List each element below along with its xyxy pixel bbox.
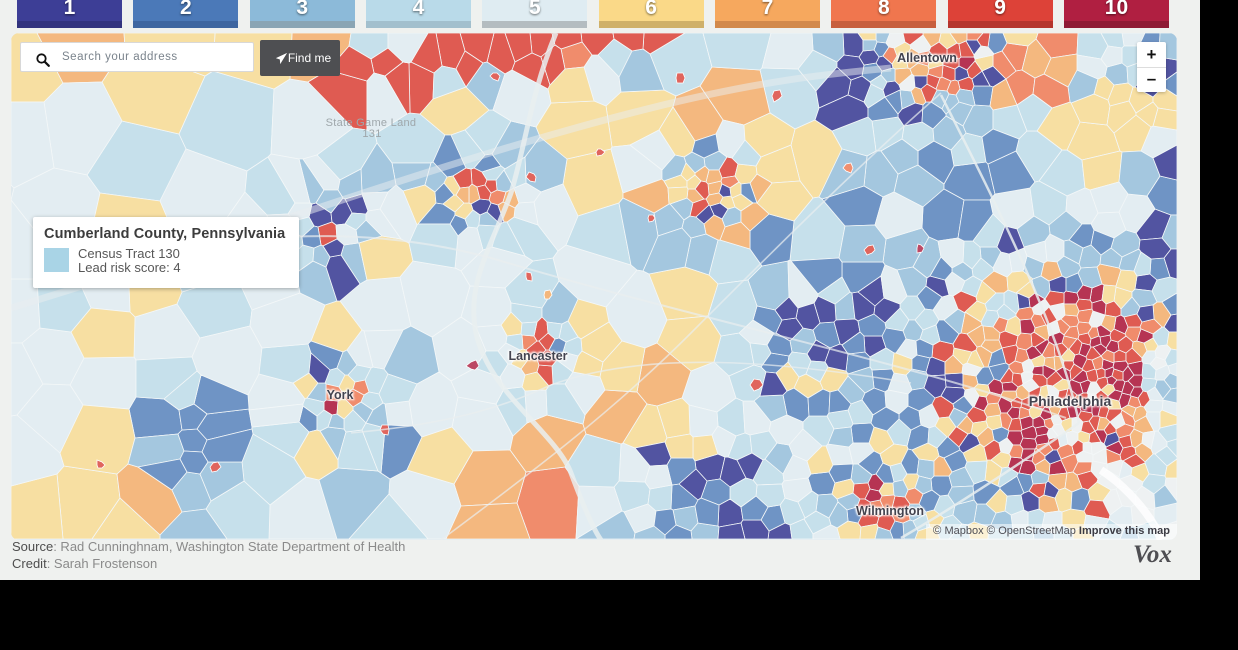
svg-text:Vox: Vox [1133, 542, 1172, 566]
